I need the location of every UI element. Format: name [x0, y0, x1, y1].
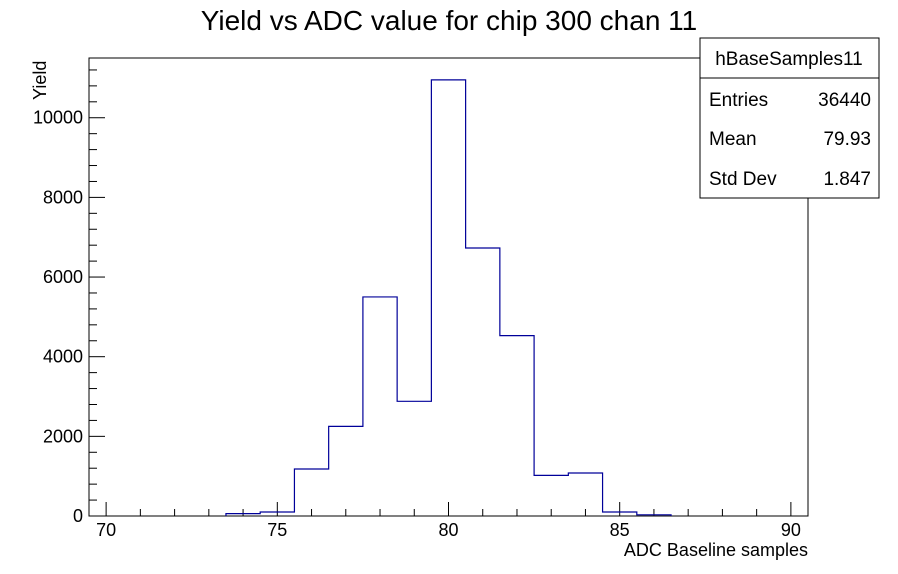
stats-stddev-label: Std Dev [709, 169, 777, 190]
histogram-bin [329, 426, 363, 516]
histogram-bin [294, 469, 328, 516]
x-tick-label: 70 [96, 520, 116, 540]
histogram-bin [431, 80, 465, 516]
histogram-bin [397, 401, 431, 516]
stats-mean-value: 79.93 [823, 129, 871, 150]
y-tick-label: 2000 [43, 426, 83, 446]
stats-entries-value: 36440 [818, 90, 871, 111]
x-axis: 70 75 80 85 90 [96, 502, 801, 540]
histogram-outline [225, 79, 672, 516]
x-tick-label: 75 [267, 520, 287, 540]
histogram-bin [466, 248, 500, 516]
chart-title: Yield vs ADC value for chip 300 chan 11 [201, 5, 698, 36]
y-tick-label: 10000 [33, 108, 83, 128]
y-axis-label: Yield [30, 61, 50, 100]
stats-histogram-name: hBaseSamples11 [715, 49, 863, 70]
x-tick-label: 80 [438, 520, 458, 540]
y-tick-label: 0 [73, 506, 83, 526]
stats-entries-label: Entries [709, 90, 768, 111]
histogram-bins [226, 80, 671, 516]
stats-stddev-value: 1.847 [823, 169, 871, 190]
y-tick-label: 8000 [43, 187, 83, 207]
stats-mean-label: Mean [709, 129, 757, 150]
stats-box: hBaseSamples11 Entries 36440 Mean 79.93 … [699, 37, 880, 199]
x-tick-label: 85 [610, 520, 630, 540]
histogram-bin [500, 336, 534, 516]
y-axis: 0 2000 4000 6000 8000 10000 [33, 69, 105, 526]
stats-box-frame [699, 37, 880, 199]
x-tick-label: 90 [781, 520, 801, 540]
x-axis-label: ADC Baseline samples [624, 540, 808, 560]
y-tick-label: 4000 [43, 347, 83, 367]
y-tick-label: 6000 [43, 267, 83, 287]
histogram-bin [363, 297, 397, 516]
